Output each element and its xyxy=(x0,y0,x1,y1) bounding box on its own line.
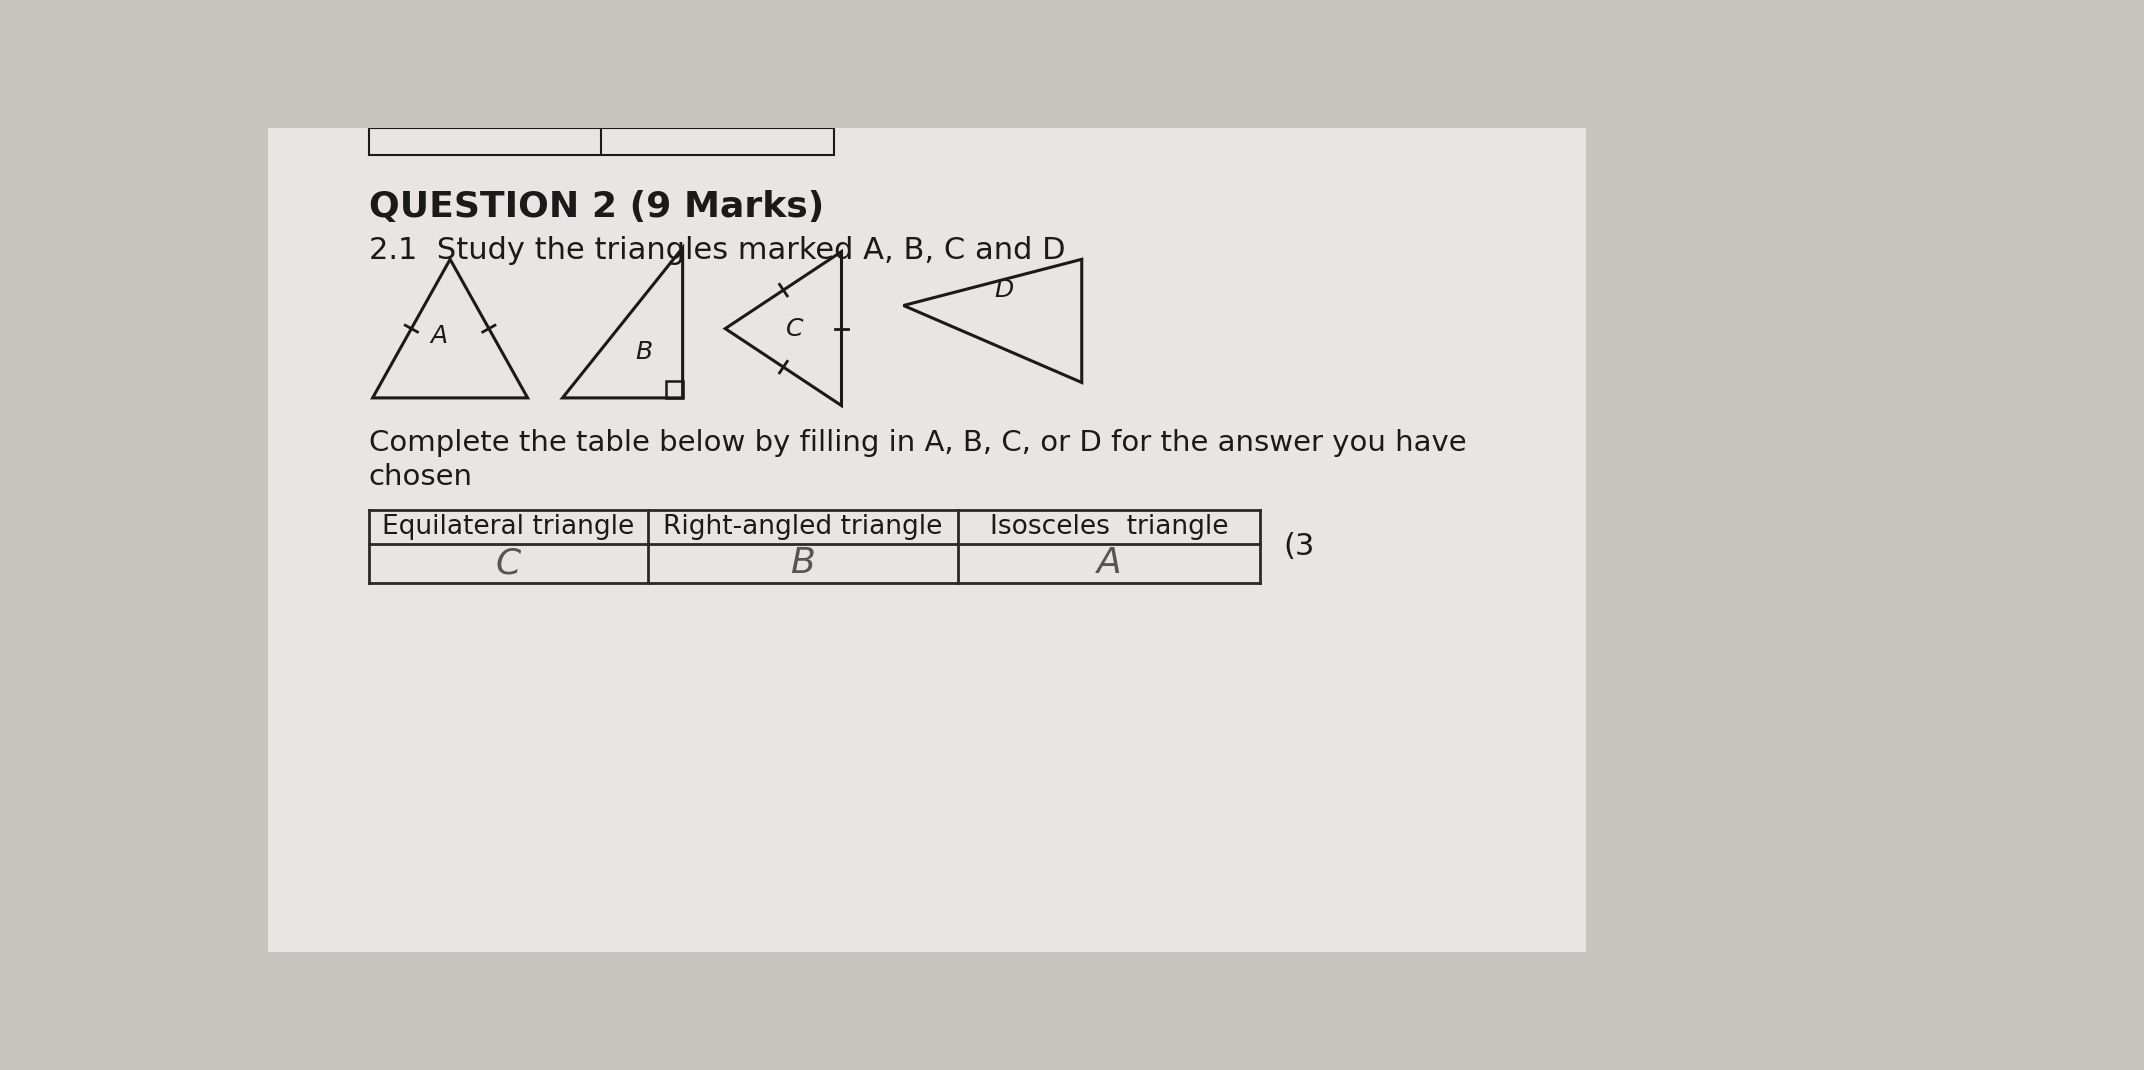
Text: Right-angled triangle: Right-angled triangle xyxy=(662,514,943,540)
Text: B: B xyxy=(791,547,815,580)
Text: 2.1  Study the triangles marked A, B, C and D: 2.1 Study the triangles marked A, B, C a… xyxy=(369,236,1066,265)
Text: Isosceles  triangle: Isosceles triangle xyxy=(991,514,1229,540)
Bar xyxy=(369,128,834,155)
Text: B: B xyxy=(635,339,652,364)
Text: Equilateral triangle: Equilateral triangle xyxy=(382,514,635,540)
Text: C: C xyxy=(495,547,521,580)
Text: chosen: chosen xyxy=(369,463,472,491)
Text: QUESTION 2 (9 Marks): QUESTION 2 (9 Marks) xyxy=(369,190,823,224)
Text: A: A xyxy=(1096,547,1121,580)
Bar xyxy=(268,128,1587,952)
Text: Complete the table below by filling in A, B, C, or D for the answer you have: Complete the table below by filling in A… xyxy=(369,429,1466,457)
Text: (3: (3 xyxy=(1284,532,1314,561)
Text: A: A xyxy=(431,324,448,349)
Text: D: D xyxy=(995,278,1014,302)
Text: C: C xyxy=(787,317,804,340)
